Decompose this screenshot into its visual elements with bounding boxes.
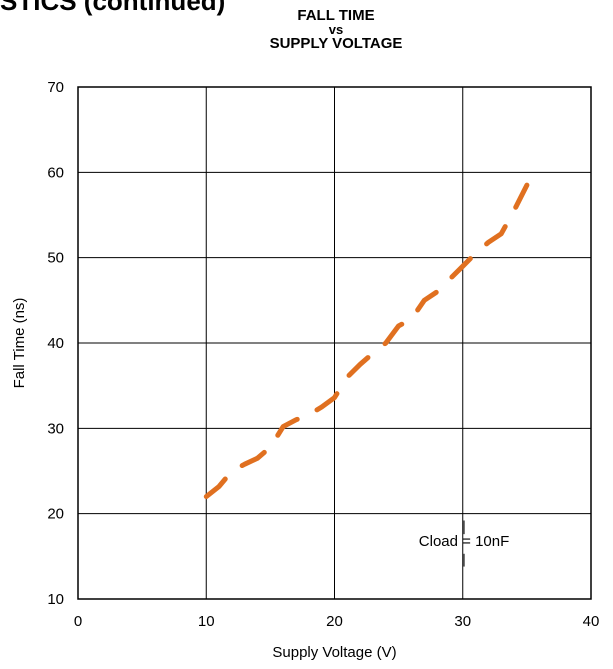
chart-title: FALL TIME vs SUPPLY VOLTAGE xyxy=(206,8,466,52)
chart-title-line-1: FALL TIME xyxy=(297,7,375,24)
x-tick-labels: 0 10 20 30 40 xyxy=(74,613,600,630)
cload-annotation: Cload = 10nF xyxy=(419,533,509,550)
x-tick-label: 0 xyxy=(74,613,82,630)
x-tick-label: 20 xyxy=(326,613,343,630)
chart-title-line-2: vs xyxy=(328,22,344,37)
y-tick-label: 60 xyxy=(47,164,64,181)
x-tick-label: 10 xyxy=(198,613,215,630)
fall-time-series-line xyxy=(203,182,530,500)
x-axis-title: Supply Voltage (V) xyxy=(272,644,396,661)
section-header: STICS (continued) xyxy=(0,0,226,16)
series-group xyxy=(203,182,530,500)
y-tick-label: 30 xyxy=(47,420,64,437)
y-tick-label: 50 xyxy=(47,250,64,267)
y-tick-label: 10 xyxy=(47,591,64,608)
chart-title-line-3: SUPPLY VOLTAGE xyxy=(269,35,403,52)
y-tick-label: 40 xyxy=(47,335,64,352)
annotation-group: Cload = 10nF xyxy=(419,520,509,567)
y-tick-label: 70 xyxy=(47,79,64,96)
x-tick-label: 30 xyxy=(454,613,471,630)
x-tick-label: 40 xyxy=(583,613,600,630)
y-tick-labels: 10 20 30 40 50 60 70 xyxy=(47,79,64,608)
y-tick-label: 20 xyxy=(47,506,64,523)
grid xyxy=(78,87,591,599)
plot-frame xyxy=(77,86,592,600)
y-axis-title: Fall Time (ns) xyxy=(11,298,28,389)
